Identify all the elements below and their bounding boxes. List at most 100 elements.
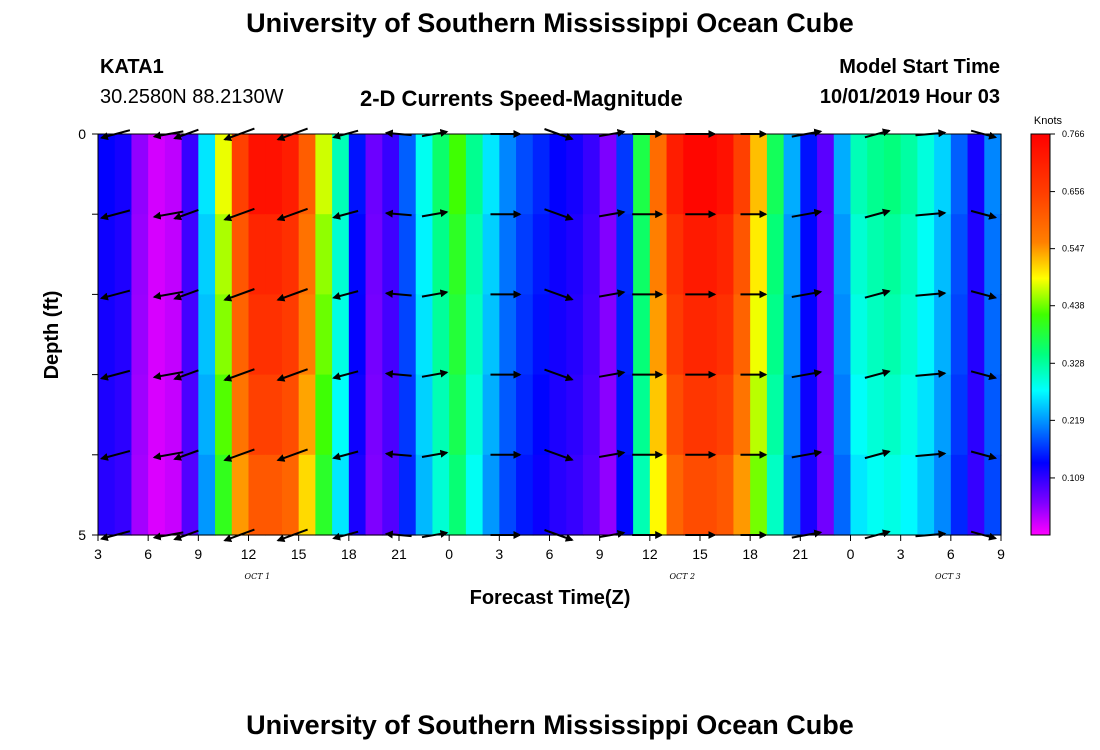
heatmap-cell — [164, 294, 183, 376]
heatmap-cell — [833, 454, 852, 536]
heatmap-cell — [231, 214, 250, 295]
colorbar-tick-label: 0.219 — [1062, 415, 1085, 425]
page-title: University of Southern Mississippi Ocean… — [246, 8, 854, 38]
heatmap-cell — [382, 214, 400, 295]
heatmap-cell — [700, 214, 718, 295]
heatmap-cell — [950, 454, 969, 536]
heatmap-cell — [298, 454, 316, 536]
heatmap-cell — [248, 294, 266, 376]
x-tick-label: 18 — [341, 546, 357, 562]
heatmap-cell — [750, 214, 768, 295]
heatmap-cell — [766, 214, 785, 295]
heatmap-cell — [549, 214, 567, 295]
current-vector-arrow — [791, 449, 823, 459]
heatmap-cell — [181, 454, 199, 536]
heatmap-cell — [984, 134, 1002, 215]
heatmap-cell — [215, 374, 233, 456]
heatmap-cell — [365, 454, 383, 536]
current-vector-arrow — [173, 208, 199, 221]
heatmap-cell — [984, 374, 1002, 456]
heatmap-cell — [783, 374, 801, 456]
heatmap-cell — [649, 374, 668, 456]
heatmap-cell — [449, 454, 467, 536]
heatmap-cell — [164, 454, 183, 536]
heatmap-cell — [833, 134, 852, 215]
heatmap-cell — [599, 134, 617, 215]
y-axis-label: Depth (ft) — [41, 291, 63, 380]
heatmap-cell — [917, 214, 935, 295]
heatmap-cell — [566, 454, 584, 536]
heatmap-cell — [315, 214, 333, 295]
current-vector-arrow — [970, 370, 998, 381]
current-vector-arrow — [864, 208, 891, 219]
date-label: OCT 3 — [935, 572, 961, 581]
heatmap-cell — [850, 454, 868, 536]
heatmap-cell — [382, 454, 400, 536]
x-tick-label: 3 — [897, 546, 905, 562]
current-vector-arrow — [421, 369, 449, 378]
heatmap-cell — [733, 454, 751, 536]
current-vector-arrow — [598, 449, 626, 458]
x-tick-label: 18 — [742, 546, 758, 562]
heatmap-cell — [449, 134, 467, 215]
heatmap-cell — [817, 134, 835, 215]
heatmap-cell — [365, 214, 383, 295]
heatmap-cell — [666, 294, 684, 376]
heatmap-cell — [98, 294, 116, 376]
heatmap-cell — [733, 134, 751, 215]
heatmap-cell — [499, 134, 517, 215]
heatmap-cell — [850, 294, 868, 376]
heatmap-cell — [516, 214, 534, 295]
heatmap-cell — [582, 294, 601, 376]
heatmap-cell — [917, 134, 935, 215]
current-vector-arrow — [970, 290, 998, 300]
x-tick-label: 21 — [793, 546, 809, 562]
current-vector-arrow — [598, 289, 626, 298]
heatmap-cell — [248, 374, 266, 456]
heatmap-cell — [399, 374, 417, 456]
heatmap-cell — [599, 294, 617, 376]
heatmap-cell — [198, 454, 216, 536]
heatmap-cell — [248, 214, 266, 295]
heatmap-cell — [716, 294, 735, 376]
colorbar-tick-label: 0.766 — [1062, 129, 1085, 139]
heatmap-cell — [967, 454, 985, 536]
heatmap-cell — [800, 454, 818, 536]
heatmap-cell — [733, 214, 751, 295]
heatmap-cell — [934, 214, 952, 295]
heatmap-cell — [616, 374, 634, 456]
x-tick-label: 0 — [445, 546, 453, 562]
heatmap-cell — [181, 214, 199, 295]
heatmap-cell — [599, 374, 617, 456]
heatmap-cell — [482, 134, 500, 215]
heatmap-cell — [549, 134, 567, 215]
heatmap-cell — [181, 134, 199, 215]
heatmap-cell — [215, 134, 233, 215]
heatmap-cell — [332, 374, 350, 456]
heatmap-cell — [365, 294, 383, 376]
heatmap-cell — [633, 134, 651, 215]
heatmap-cell — [198, 374, 216, 456]
heatmap-cell — [766, 134, 785, 215]
heatmap-cell — [900, 454, 918, 536]
heatmap-cell — [365, 374, 383, 456]
heatmap-cell — [700, 374, 718, 456]
heatmap-cell — [934, 374, 952, 456]
heatmap-cell — [532, 454, 551, 536]
x-tick-label: 21 — [391, 546, 407, 562]
current-vector-arrow — [791, 288, 823, 298]
heatmap-cell — [683, 134, 701, 215]
colorbar-tick-label: 0.656 — [1062, 187, 1085, 197]
heatmap-cell — [348, 454, 367, 536]
heatmap-cell — [649, 294, 668, 376]
footer-title: University of Southern Mississippi Ocean… — [246, 710, 854, 740]
heatmap-cell — [449, 294, 467, 376]
current-vector-arrow — [223, 368, 255, 382]
heatmap-cell — [148, 454, 166, 536]
y-tick-label: 5 — [78, 527, 86, 543]
heatmap-cell — [532, 374, 551, 456]
heatmap-cell — [465, 454, 484, 536]
heatmap-cell — [499, 454, 517, 536]
heatmap-cell — [332, 454, 350, 536]
